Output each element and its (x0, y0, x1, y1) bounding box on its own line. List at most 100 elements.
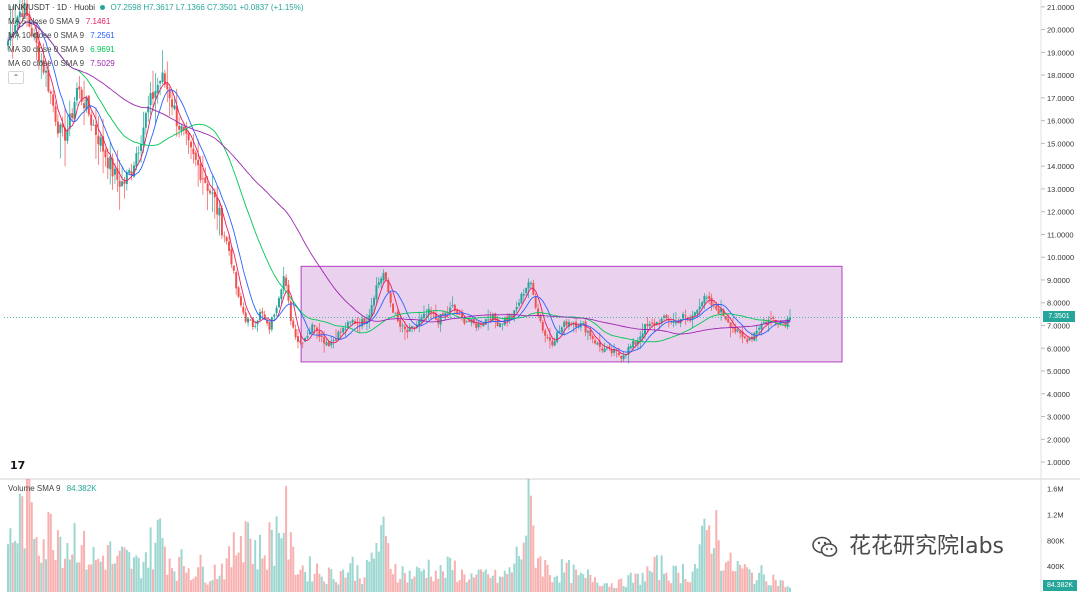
candle-body (665, 315, 668, 319)
volume-bar (313, 573, 316, 592)
volume-bar (56, 530, 59, 592)
ma30-legend[interactable]: MA 30 close 0 SMA 9 6.9691 (8, 45, 115, 54)
candle-body (40, 60, 43, 63)
volume-bar (118, 550, 121, 592)
chevron-up-icon: ⌃ (12, 73, 20, 82)
volume-bar (653, 556, 656, 592)
volume-bar (644, 581, 647, 592)
volume-bar (256, 569, 259, 592)
candle-body (746, 339, 749, 342)
candle-body (289, 301, 292, 321)
volume-bar (182, 565, 185, 592)
candle-body (739, 331, 742, 334)
volume-bar (254, 539, 257, 592)
volume-bar (140, 578, 143, 592)
candle-body (439, 314, 442, 325)
candle-body (292, 320, 295, 328)
volume-bar (705, 530, 708, 592)
candle-body (622, 355, 625, 360)
volume-bar (251, 564, 254, 592)
candle-body (277, 298, 280, 308)
volume-bar (83, 530, 86, 592)
price-axis-tick-label: 6.0000 (1047, 344, 1070, 353)
candle-body (674, 321, 677, 324)
candle-body (748, 337, 751, 341)
ma10-legend[interactable]: MA 10 close 0 SMA 9 7.2561 (8, 31, 115, 40)
candle-body (111, 158, 114, 177)
volume-bar (389, 568, 392, 592)
volume-bar (591, 582, 594, 592)
volume-bar (651, 572, 654, 592)
price-axis-tick-label: 16.0000 (1047, 117, 1074, 126)
volume-bar (396, 582, 399, 592)
volume-bar (365, 559, 368, 592)
volume-bar (586, 569, 589, 592)
candle-body (539, 314, 542, 321)
volume-bar (318, 573, 321, 592)
volume-bar (199, 554, 202, 592)
candle-body (734, 327, 737, 333)
volume-bar (168, 558, 171, 592)
volume-bar (639, 584, 642, 592)
candle-body (125, 172, 128, 184)
volume-bar (273, 565, 276, 592)
volume-bar (175, 580, 178, 592)
volume-bar (781, 580, 784, 592)
volume-bar (327, 567, 330, 592)
volume-bar (180, 549, 183, 592)
price-axis-tick-label: 8.0000 (1047, 299, 1070, 308)
volume-bar (670, 583, 673, 592)
volume-bar (686, 581, 689, 592)
volume-bar (722, 570, 725, 592)
volume-legend[interactable]: Volume SMA 9 84.382K (8, 484, 97, 493)
volume-bar (484, 569, 487, 592)
candle-body (266, 319, 269, 324)
volume-axis-tick-label: 400K (1047, 562, 1065, 571)
volume-bar (403, 573, 406, 592)
collapse-legend-button[interactable]: ⌃ (8, 71, 24, 84)
candle-body (660, 318, 663, 324)
ma60-legend[interactable]: MA 60 close 0 SMA 9 7.5029 (8, 59, 115, 68)
candle-body (589, 330, 592, 336)
candle-body (144, 112, 147, 128)
volume-bar (97, 558, 100, 592)
volume-bar (570, 583, 573, 592)
candle-body (425, 314, 428, 316)
candle-body (693, 312, 696, 316)
candle-body (741, 331, 744, 337)
volume-bar (349, 563, 352, 592)
candle-body (613, 349, 616, 353)
tradingview-logo[interactable]: 17 (10, 459, 25, 472)
candle-body (320, 335, 323, 337)
volume-bar (693, 563, 696, 592)
candle-body (130, 171, 133, 176)
candle-body (724, 316, 727, 320)
volume-bar (615, 587, 618, 592)
candle-body (608, 346, 611, 348)
candle-body (64, 127, 67, 141)
candle-body (591, 335, 594, 339)
volume-bar (724, 562, 727, 592)
candle-body (182, 126, 185, 131)
ma60-line (7, 21, 791, 335)
candle-body (68, 113, 71, 129)
volume-bar (66, 543, 69, 592)
volume-bar (784, 587, 787, 592)
volume-bar (173, 571, 176, 592)
candle-body (356, 322, 359, 324)
volume-bar (406, 582, 409, 592)
volume-bar (522, 542, 525, 592)
candle-body (594, 340, 597, 344)
candle-body (223, 235, 226, 237)
volume-bar (727, 560, 730, 592)
volume-bar (75, 562, 78, 592)
candle-body (142, 127, 145, 146)
symbol-title[interactable]: LINK/USDT · 1D · Huobi (8, 3, 95, 12)
ma5-legend[interactable]: MA 5 close 0 SMA 9 7.1461 (8, 17, 110, 26)
volume-bar (598, 586, 601, 592)
candle-body (682, 314, 685, 319)
candle-body (715, 305, 718, 310)
volume-bar (228, 546, 231, 592)
